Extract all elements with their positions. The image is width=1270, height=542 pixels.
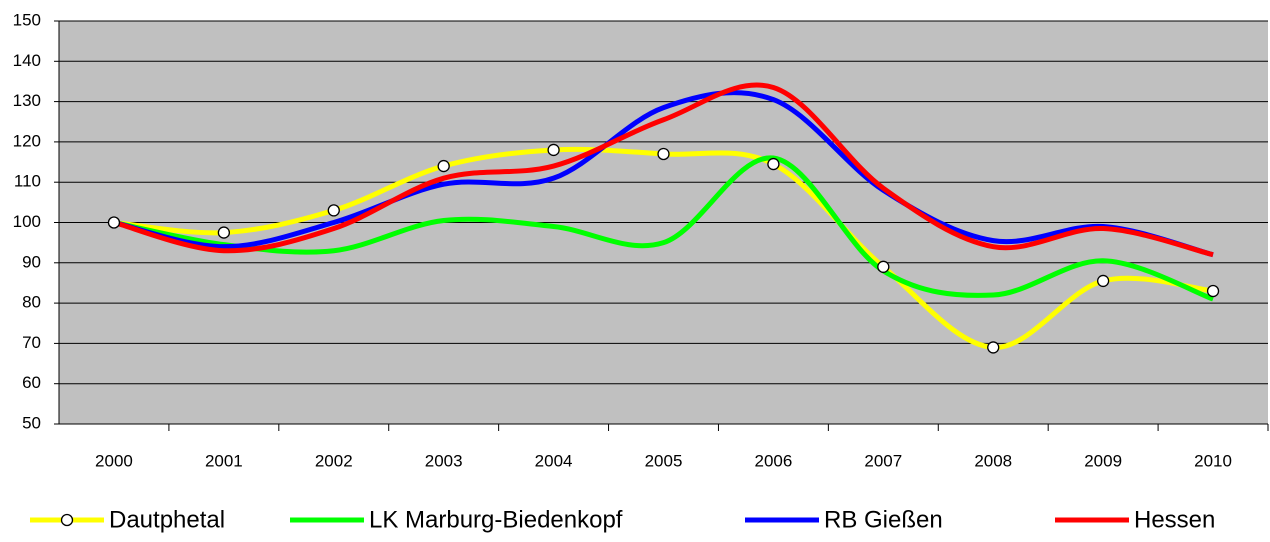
x-tick-label: 2002 xyxy=(315,451,353,470)
y-tick-label: 70 xyxy=(22,333,41,352)
x-tick-label: 2003 xyxy=(425,451,463,470)
x-tick-label: 2005 xyxy=(645,451,683,470)
legend-label: Hessen xyxy=(1134,506,1215,533)
x-tick-label: 2008 xyxy=(974,451,1012,470)
y-tick-label: 140 xyxy=(13,51,41,70)
legend-label: Dautphetal xyxy=(109,506,225,533)
data-point xyxy=(107,216,121,229)
legend-marker xyxy=(60,513,74,527)
x-tick-label: 2006 xyxy=(754,451,792,470)
y-tick-label: 150 xyxy=(13,10,41,29)
x-tick-label: 2010 xyxy=(1194,451,1232,470)
legend-label: LK Marburg-Biedenkopf xyxy=(369,506,623,533)
series-line xyxy=(113,146,1214,350)
y-tick-label: 110 xyxy=(14,172,41,191)
y-tick-label: 100 xyxy=(13,212,41,231)
series-line xyxy=(113,82,1214,258)
y-tick-label: 80 xyxy=(22,293,41,312)
series-line xyxy=(113,155,1214,302)
data-point xyxy=(767,157,780,171)
data-point xyxy=(877,260,890,273)
data-point xyxy=(217,226,231,239)
x-tick-label: 2009 xyxy=(1084,451,1122,470)
y-tick-label: 60 xyxy=(22,373,41,392)
data-point xyxy=(1096,274,1110,288)
x-tick-label: 2001 xyxy=(205,451,243,470)
y-tick-label: 90 xyxy=(22,252,41,271)
y-tick-label: 130 xyxy=(13,91,41,110)
data-point xyxy=(327,204,340,217)
data-point xyxy=(657,147,670,161)
x-tick-label: 2007 xyxy=(864,451,902,470)
y-tick-label: 120 xyxy=(13,131,41,150)
data-point xyxy=(437,159,450,173)
data-point xyxy=(1206,284,1220,298)
legend-label: RB Gießen xyxy=(824,506,943,533)
series-line xyxy=(113,90,1214,258)
x-tick-label: 2000 xyxy=(95,451,133,470)
x-tick-label: 2004 xyxy=(535,451,573,470)
data-point xyxy=(547,143,560,157)
data-point xyxy=(987,341,1000,354)
y-tick-label: 50 xyxy=(22,413,41,432)
